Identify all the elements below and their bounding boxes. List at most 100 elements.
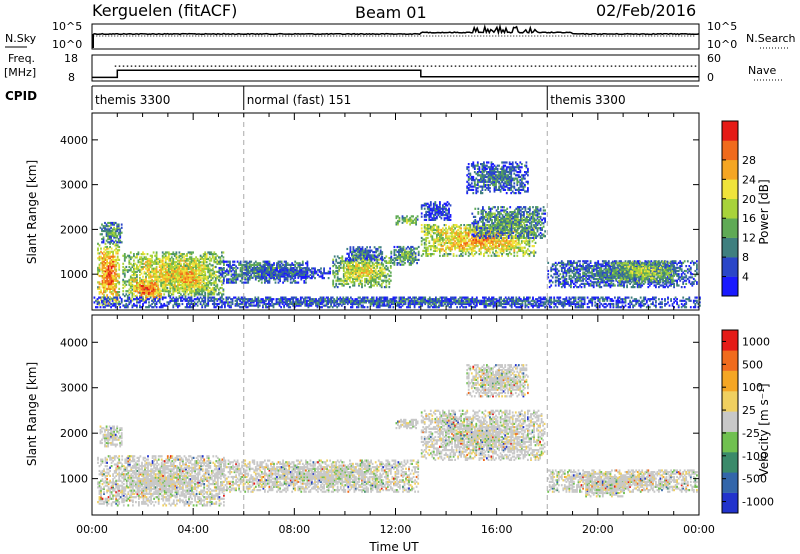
scatter-cell	[125, 283, 128, 286]
scatter-cell	[154, 291, 156, 294]
scatter-cell	[169, 283, 172, 286]
scatter-cell	[216, 285, 219, 288]
scatter-cell	[208, 272, 211, 275]
scatter-cell	[346, 257, 349, 260]
scatter-cell	[259, 275, 262, 278]
scatter-cell	[187, 271, 190, 274]
scatter-cell	[478, 166, 481, 169]
scatter-cell	[103, 266, 105, 269]
scatter-cell	[107, 234, 109, 237]
scatter-cell	[256, 276, 259, 279]
scatter-cell	[270, 275, 272, 278]
scatter-cell	[359, 281, 362, 284]
scatter-cell	[289, 263, 292, 266]
scatter-cell	[361, 263, 363, 266]
scatter-cell	[358, 249, 361, 252]
scatter-cell	[467, 166, 470, 169]
scatter-cell	[129, 275, 132, 278]
scatter-cell	[268, 268, 271, 271]
scatter-cell	[178, 256, 181, 259]
scatter-cell	[300, 277, 303, 280]
scatter-cell	[370, 286, 372, 289]
scatter-cell	[164, 269, 167, 272]
scatter-cell	[251, 270, 254, 273]
scatter-cell	[385, 286, 388, 289]
scatter-cell	[241, 275, 243, 278]
scatter-cell	[134, 274, 137, 277]
scatter-cell	[227, 270, 230, 273]
scatter-cell	[355, 247, 358, 251]
scatter-cell	[207, 285, 210, 288]
scatter-cell	[270, 270, 272, 273]
scatter-cell	[529, 225, 531, 228]
scatter-cell	[201, 288, 204, 292]
scatter-cell	[239, 279, 242, 283]
scatter-cell	[109, 263, 111, 266]
scatter-cell	[377, 273, 380, 276]
scatter-cell	[201, 267, 204, 270]
scatter-cell	[227, 260, 230, 263]
scatter-cell	[190, 293, 193, 296]
scatter-cell	[477, 211, 480, 214]
scatter-cell	[365, 266, 368, 269]
scatter-cell	[211, 293, 214, 296]
scatter-cell	[142, 296, 144, 299]
scatter-cell	[190, 276, 193, 279]
scatter-cell	[354, 249, 356, 252]
scatter-cell	[161, 265, 164, 269]
scatter-cell	[113, 266, 116, 269]
scatter-cell	[416, 247, 418, 250]
scatter-cell	[104, 245, 107, 249]
scatter-cell	[367, 269, 369, 273]
scatter-cell	[235, 265, 237, 268]
scatter-cell	[353, 265, 356, 268]
scatter-cell	[264, 281, 266, 284]
scatter-cell	[152, 270, 155, 273]
scatter-cell	[389, 279, 392, 282]
scatter-cell	[117, 228, 120, 231]
scatter-cell	[201, 257, 204, 261]
scatter-cell	[378, 252, 381, 255]
scatter-cell	[189, 284, 191, 287]
scatter-cell	[368, 269, 371, 273]
scatter-cell	[116, 229, 119, 233]
scatter-cell	[116, 234, 119, 237]
scatter-cell	[542, 225, 545, 228]
scatter-cell	[306, 263, 309, 266]
scatter-cell	[211, 288, 214, 291]
scatter-cell	[425, 224, 428, 227]
scatter-cell	[451, 241, 453, 244]
scatter-cell	[353, 257, 356, 260]
scatter-cell	[371, 271, 374, 274]
scatter-cell	[149, 281, 152, 284]
scatter-cell	[342, 265, 345, 268]
scatter-cell	[183, 288, 185, 291]
scatter-cell	[180, 262, 182, 265]
scatter-cell	[379, 252, 382, 255]
scatter-cell	[128, 288, 131, 291]
scatter-cell	[172, 251, 175, 254]
scatter-cell	[306, 265, 309, 268]
scatter-cell	[495, 249, 497, 252]
scatter-cell	[338, 268, 341, 271]
scatter-cell	[106, 255, 108, 258]
scatter-cell	[155, 253, 158, 256]
scatter-cell	[131, 274, 134, 277]
scatter-cell	[219, 257, 222, 261]
scatter-cell	[374, 281, 377, 284]
scatter-cell	[195, 290, 197, 293]
scatter-cell	[236, 267, 239, 270]
scatter-cell	[214, 257, 217, 261]
scatter-cell	[267, 273, 269, 276]
scatter-cell	[353, 284, 356, 287]
scatter-cell	[369, 257, 371, 260]
scatter-cell	[161, 289, 164, 292]
scatter-cell	[160, 295, 163, 298]
scatter-cell	[485, 227, 487, 230]
scatter-cell	[207, 275, 210, 278]
scatter-cell	[183, 276, 185, 279]
scatter-cell	[361, 252, 364, 255]
scatter-cell	[383, 266, 386, 269]
scatter-cell	[335, 284, 338, 287]
scatter-cell	[370, 281, 372, 284]
